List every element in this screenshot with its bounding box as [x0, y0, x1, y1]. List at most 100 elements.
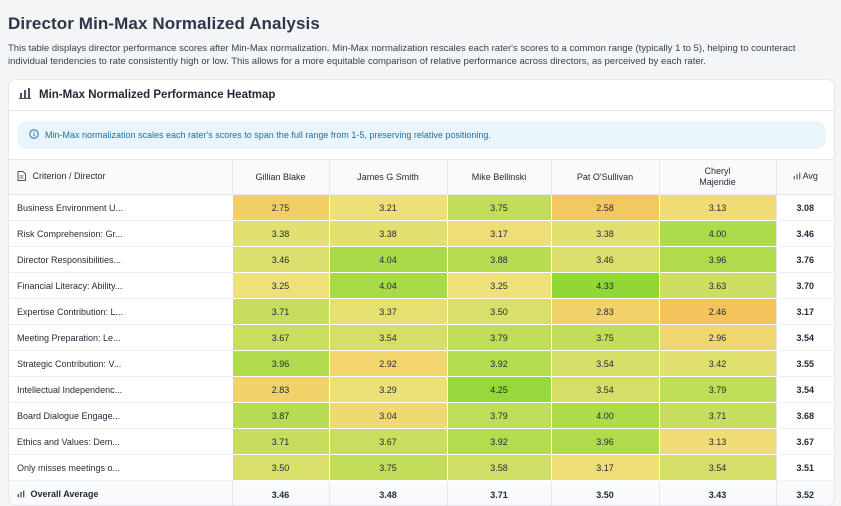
score-cell[interactable]: 2.46	[658, 298, 776, 325]
score-cell[interactable]: 3.37	[328, 298, 447, 325]
score-cell[interactable]: 3.42	[658, 350, 776, 377]
table-row: Strategic Contribution: V... 3.96 2.92 3.92…	[9, 350, 834, 377]
score-cell[interactable]: 3.54	[328, 324, 447, 351]
score-cell[interactable]: 3.67	[231, 324, 329, 351]
overall-average-value: 3.71	[446, 480, 551, 505]
score-cell[interactable]: 3.29	[328, 376, 447, 403]
score-cell[interactable]: 3.21	[328, 194, 447, 221]
row-average: 3.54	[775, 324, 834, 351]
score-cell[interactable]: 3.13	[658, 194, 776, 221]
bar-chart-icon	[17, 490, 25, 500]
score-cell[interactable]: 3.79	[658, 376, 776, 403]
row-average: 3.54	[775, 376, 834, 403]
row-average: 3.67	[775, 428, 834, 455]
score-cell[interactable]: 4.04	[328, 246, 447, 273]
score-cell[interactable]: 2.96	[658, 324, 776, 351]
criterion-label: Board Dialogue Engage...	[9, 402, 232, 429]
score-cell[interactable]: 3.87	[231, 402, 329, 429]
score-cell[interactable]: 3.79	[446, 324, 551, 351]
document-icon	[17, 170, 26, 184]
score-cell[interactable]: 3.71	[231, 298, 329, 325]
score-cell[interactable]: 3.67	[328, 428, 447, 455]
overall-average-value: 3.50	[550, 480, 659, 505]
score-cell[interactable]: 2.83	[550, 298, 659, 325]
row-average: 3.17	[775, 298, 834, 325]
score-cell[interactable]: 3.71	[658, 402, 776, 429]
score-cell[interactable]: 3.50	[231, 454, 329, 481]
score-cell[interactable]: 4.00	[658, 220, 776, 247]
overall-average-value: 3.43	[658, 480, 776, 505]
overall-average-total: 3.52	[775, 480, 834, 505]
score-cell[interactable]: 4.00	[550, 402, 659, 429]
page-title: Director Min-Max Normalized Analysis	[8, 14, 320, 33]
score-cell[interactable]: 3.25	[446, 272, 551, 299]
card-title: Min-Max Normalized Performance Heatmap	[39, 89, 276, 101]
criterion-label: Only misses meetings o...	[9, 454, 232, 481]
table-row: Expertise Contribution: L... 3.71 3.37 3.50…	[9, 298, 834, 325]
score-cell[interactable]: 2.92	[328, 350, 447, 377]
heatmap-card: Min-Max Normalized Performance Heatmap M…	[8, 79, 835, 506]
score-cell[interactable]: 3.25	[231, 272, 329, 299]
score-cell[interactable]: 3.46	[550, 246, 659, 273]
director-header[interactable]: Cheryl Majendie	[658, 159, 776, 195]
score-cell[interactable]: 4.04	[328, 272, 447, 299]
score-cell[interactable]: 3.75	[328, 454, 447, 481]
score-cell[interactable]: 4.33	[550, 272, 659, 299]
criterion-label: Strategic Contribution: V...	[9, 350, 232, 377]
score-cell[interactable]: 3.96	[550, 428, 659, 455]
criterion-label: Business Environment U...	[9, 194, 232, 221]
overall-average-value: 3.46	[231, 480, 329, 505]
director-header[interactable]: Mike Bellinski	[446, 159, 551, 195]
score-cell[interactable]: 2.58	[550, 194, 659, 221]
row-average: 3.46	[775, 220, 834, 247]
score-cell[interactable]: 2.83	[231, 376, 329, 403]
criterion-label: Intellectual Independenc...	[9, 376, 232, 403]
director-header-label: Cheryl Majendie	[699, 166, 736, 187]
score-cell[interactable]: 3.63	[658, 272, 776, 299]
header-row: Criterion / Director Gillian Blake James…	[9, 159, 834, 195]
score-cell[interactable]: 3.50	[446, 298, 551, 325]
score-cell[interactable]: 3.75	[550, 324, 659, 351]
table-row: Director Responsibilities... 3.46 4.04 3.88…	[9, 246, 834, 273]
corner-label: Criterion / Director	[32, 171, 106, 182]
score-cell[interactable]: 3.96	[658, 246, 776, 273]
criterion-label: Expertise Contribution: L...	[9, 298, 232, 325]
score-cell[interactable]: 3.75	[446, 194, 551, 221]
director-header[interactable]: Pat O'Sullivan	[550, 159, 659, 195]
score-cell[interactable]: 2.75	[231, 194, 329, 221]
score-cell[interactable]: 3.17	[550, 454, 659, 481]
avg-header[interactable]: Avg	[775, 159, 834, 195]
score-cell[interactable]: 3.13	[658, 428, 776, 455]
score-cell[interactable]: 3.54	[658, 454, 776, 481]
score-cell[interactable]: 3.38	[550, 220, 659, 247]
score-cell[interactable]: 3.17	[446, 220, 551, 247]
table-row: Board Dialogue Engage... 3.87 3.04 3.79 4.00…	[9, 402, 834, 429]
heatmap-table: Criterion / Director Gillian Blake James…	[9, 159, 834, 505]
score-cell[interactable]: 4.25	[446, 376, 551, 403]
director-header[interactable]: Gillian Blake	[231, 159, 329, 195]
row-average: 3.08	[775, 194, 834, 221]
score-cell[interactable]: 3.04	[328, 402, 447, 429]
bar-chart-icon	[19, 86, 31, 104]
table-row: Only misses meetings o... 3.50 3.75 3.58 3.1…	[9, 454, 834, 481]
table-row: Risk Comprehension: Gr... 3.38 3.38 3.17 3.3…	[9, 220, 834, 247]
score-cell[interactable]: 3.88	[446, 246, 551, 273]
score-cell[interactable]: 3.92	[446, 428, 551, 455]
info-text: Min-Max normalization scales each rater'…	[45, 130, 491, 140]
score-cell[interactable]: 3.38	[328, 220, 447, 247]
director-header[interactable]: James G Smith	[328, 159, 447, 195]
score-cell[interactable]: 3.38	[231, 220, 329, 247]
score-cell[interactable]: 3.96	[231, 350, 329, 377]
score-cell[interactable]: 3.92	[446, 350, 551, 377]
score-cell[interactable]: 3.54	[550, 350, 659, 377]
avg-label: Avg	[802, 171, 818, 182]
criterion-label: Meeting Preparation: Le...	[9, 324, 232, 351]
score-cell[interactable]: 3.71	[231, 428, 329, 455]
score-cell[interactable]: 3.58	[446, 454, 551, 481]
criterion-label: Ethics and Values: Dem...	[9, 428, 232, 455]
score-cell[interactable]: 3.79	[446, 402, 551, 429]
score-cell[interactable]: 3.54	[550, 376, 659, 403]
page-description: This table displays director performance…	[8, 43, 796, 67]
score-cell[interactable]: 3.46	[231, 246, 329, 273]
